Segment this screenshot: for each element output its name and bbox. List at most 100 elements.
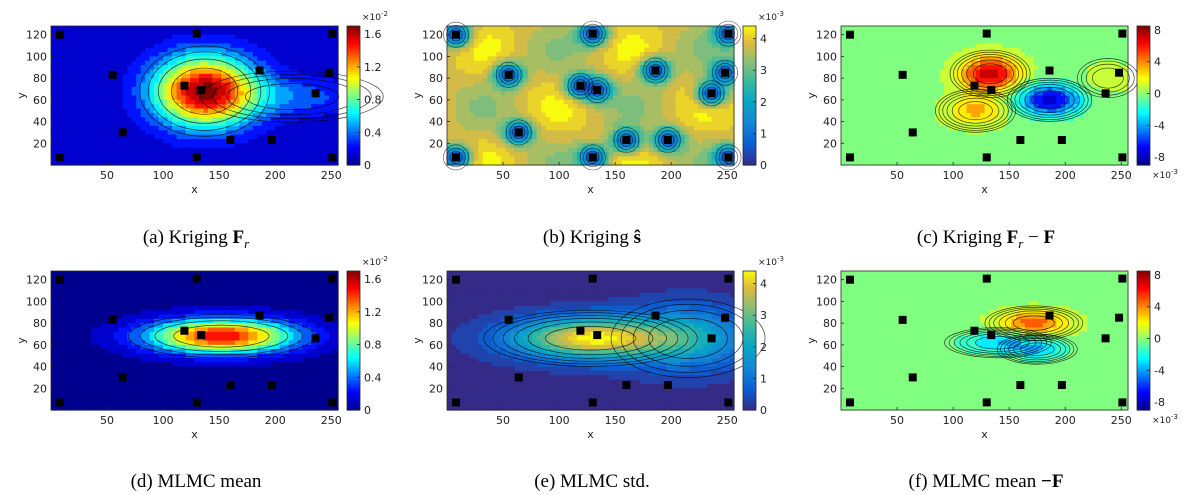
field-cell bbox=[113, 52, 119, 57]
field-cell bbox=[532, 130, 538, 136]
field-cell bbox=[545, 130, 551, 136]
field-cell bbox=[478, 134, 484, 140]
field-cell bbox=[104, 121, 110, 127]
field-cell bbox=[716, 138, 722, 144]
field-cell bbox=[885, 143, 891, 149]
field-cell bbox=[572, 95, 578, 101]
field-cell bbox=[302, 95, 308, 101]
field-cell bbox=[329, 43, 335, 49]
field-cell bbox=[447, 73, 453, 79]
field-cell bbox=[239, 160, 245, 166]
field-cell bbox=[639, 108, 645, 114]
field-cell bbox=[635, 134, 641, 140]
field-cell bbox=[912, 143, 918, 149]
field-cell bbox=[590, 117, 596, 123]
field-cell bbox=[64, 56, 70, 62]
field-cell bbox=[181, 47, 187, 53]
field-cell bbox=[68, 43, 75, 49]
field-cell bbox=[899, 104, 905, 110]
field-cell bbox=[64, 151, 70, 157]
field-cell bbox=[131, 117, 137, 123]
field-cell bbox=[639, 130, 645, 136]
field-cell bbox=[617, 130, 623, 136]
field-cell bbox=[176, 52, 182, 57]
field-cell bbox=[876, 43, 882, 49]
sensor-marker bbox=[576, 81, 585, 90]
field-cell bbox=[154, 65, 160, 71]
field-cell bbox=[460, 56, 466, 62]
field-cell bbox=[680, 147, 686, 153]
field-cell bbox=[894, 130, 900, 136]
field-cell bbox=[711, 43, 717, 49]
field-cell bbox=[113, 117, 119, 123]
field-cell bbox=[545, 112, 551, 118]
field-cell bbox=[666, 121, 672, 127]
field-cell bbox=[532, 151, 538, 157]
field-cell bbox=[921, 99, 927, 105]
sensor-marker bbox=[180, 81, 189, 90]
field-cell bbox=[867, 151, 873, 157]
field-cell bbox=[716, 151, 722, 157]
field-cell bbox=[315, 95, 321, 101]
field-cell bbox=[496, 73, 502, 79]
field-cell bbox=[559, 138, 565, 144]
field-cell bbox=[82, 34, 88, 40]
field-cell bbox=[469, 99, 475, 105]
field-cell bbox=[82, 104, 88, 110]
field-cell bbox=[136, 73, 142, 79]
field-cell bbox=[198, 47, 205, 53]
field-cell bbox=[903, 43, 909, 49]
field-cell bbox=[612, 121, 618, 127]
field-cell bbox=[311, 30, 317, 36]
field-cell bbox=[64, 160, 70, 166]
field-cell bbox=[288, 60, 294, 66]
field-cell bbox=[917, 52, 923, 57]
field-cell bbox=[181, 112, 187, 118]
field-cell bbox=[509, 108, 515, 114]
field-cell bbox=[266, 78, 272, 84]
field-cell bbox=[297, 26, 303, 31]
field-cell bbox=[216, 26, 222, 31]
field-cell bbox=[261, 99, 267, 105]
field-cell bbox=[91, 82, 97, 88]
field-cell bbox=[666, 39, 672, 44]
field-cell bbox=[894, 30, 900, 36]
field-cell bbox=[518, 147, 524, 153]
field-cell bbox=[225, 78, 231, 84]
field-cell bbox=[73, 52, 79, 57]
field-cell bbox=[216, 156, 222, 162]
field-cell bbox=[275, 117, 281, 123]
field-cell bbox=[243, 86, 249, 92]
field-cell bbox=[473, 69, 479, 75]
field-cell bbox=[921, 78, 927, 84]
contour-line bbox=[654, 127, 681, 153]
field-cell bbox=[302, 34, 308, 40]
field-cell bbox=[131, 147, 137, 153]
field-cell bbox=[590, 86, 596, 92]
colorbar-step bbox=[743, 114, 756, 117]
field-cell bbox=[306, 86, 312, 92]
field-cell bbox=[671, 86, 677, 92]
colorbar-step bbox=[743, 53, 756, 57]
field-cell bbox=[693, 86, 699, 92]
field-cell bbox=[926, 34, 932, 40]
field-cell bbox=[644, 151, 650, 157]
field-cell bbox=[270, 104, 276, 110]
field-cell bbox=[698, 95, 704, 101]
field-cell bbox=[163, 69, 169, 75]
field-cell bbox=[257, 134, 263, 140]
field-cell bbox=[167, 104, 173, 110]
field-cell bbox=[491, 99, 497, 105]
field-cell bbox=[725, 138, 731, 144]
field-cell bbox=[626, 30, 632, 36]
field-cell bbox=[639, 34, 645, 40]
field-cell bbox=[154, 39, 160, 44]
field-cell bbox=[100, 30, 106, 36]
field-cell bbox=[95, 130, 101, 136]
field-cell bbox=[885, 34, 891, 40]
field-cell bbox=[149, 121, 155, 127]
field-cell bbox=[239, 130, 245, 136]
field-cell bbox=[91, 56, 97, 62]
field-cell bbox=[885, 39, 891, 44]
field-cell bbox=[702, 121, 708, 127]
